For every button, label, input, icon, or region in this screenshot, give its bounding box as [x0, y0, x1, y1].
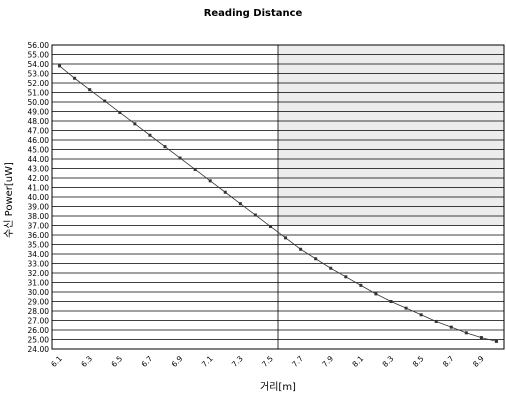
y-tick-label: 53.00	[28, 70, 50, 79]
y-tick-label: 39.00	[28, 203, 50, 212]
data-point	[479, 336, 483, 340]
plot-shading	[278, 45, 504, 226]
x-tick-label: 6.5	[109, 354, 124, 369]
data-point	[178, 156, 182, 160]
y-tick-label: 37.00	[28, 222, 50, 231]
data-point	[389, 300, 393, 303]
data-point	[464, 331, 468, 335]
data-point	[494, 339, 498, 343]
y-tick-label: 43.00	[28, 165, 50, 174]
y-tick-label: 46.00	[28, 136, 50, 145]
x-tick-label: 8.5	[411, 354, 426, 369]
data-point	[434, 319, 438, 323]
y-tick-label: 47.00	[28, 127, 50, 136]
y-tick-label: 38.00	[28, 212, 50, 221]
data-point	[359, 283, 363, 287]
series-line	[59, 65, 497, 342]
y-tick-label: 51.00	[28, 89, 50, 98]
x-tick-label: 7.7	[290, 354, 305, 369]
x-tick-label: 6.3	[79, 354, 94, 369]
data-point	[253, 213, 257, 217]
data-point	[419, 313, 423, 317]
y-tick-label: 50.00	[28, 98, 50, 107]
data-point	[284, 236, 288, 240]
y-tick-label: 27.00	[28, 317, 50, 326]
data-point	[314, 257, 318, 261]
x-tick-label: 8.9	[471, 354, 486, 369]
chart-title: Reading Distance	[204, 8, 303, 19]
y-tick-label: 55.00	[28, 51, 50, 60]
data-point	[163, 145, 167, 149]
y-tick-label: 24.00	[28, 345, 50, 354]
x-tick-label: 7.3	[230, 354, 245, 369]
data-point	[148, 133, 152, 137]
data-point	[238, 202, 242, 206]
y-tick-label: 25.00	[28, 336, 50, 345]
x-tick-label: 6.1	[49, 354, 64, 369]
data-point	[329, 266, 333, 270]
data-point	[449, 325, 453, 329]
x-tick-label: 8.7	[441, 354, 456, 369]
y-tick-label: 30.00	[28, 288, 50, 297]
x-tick-label: 6.9	[170, 354, 185, 369]
x-axis-label: 거리[m]	[260, 381, 296, 393]
x-tick-label: 7.9	[320, 354, 335, 369]
data-point	[88, 88, 92, 92]
y-axis-label: 수신 Power[uW]	[3, 162, 15, 238]
data-point	[118, 110, 122, 114]
y-tick-label: 26.00	[28, 326, 50, 335]
data-point	[344, 275, 348, 279]
x-tick-label: 6.7	[140, 354, 155, 369]
data-point	[193, 167, 197, 171]
y-tick-label: 45.00	[28, 146, 50, 155]
y-tick-label: 34.00	[28, 250, 50, 259]
y-tick-label: 32.00	[28, 269, 50, 278]
y-tick-label: 41.00	[28, 184, 50, 193]
y-tick-label: 42.00	[28, 174, 50, 183]
data-point	[223, 190, 227, 194]
x-tick-label: 7.1	[200, 354, 215, 369]
y-tick-label: 29.00	[28, 298, 50, 307]
y-tick-label: 40.00	[28, 193, 50, 202]
y-tick-label: 44.00	[28, 155, 50, 164]
y-tick-label: 35.00	[28, 241, 50, 250]
data-point	[58, 64, 62, 68]
y-tick-label: 49.00	[28, 108, 50, 117]
x-tick-label: 8.3	[381, 354, 396, 369]
y-tick-label: 28.00	[28, 307, 50, 316]
y-tick-label: 31.00	[28, 279, 50, 288]
data-point	[374, 292, 378, 296]
data-point	[208, 179, 212, 183]
data-point	[103, 99, 107, 103]
y-tick-label: 54.00	[28, 60, 50, 69]
x-tick-label: 7.5	[260, 354, 275, 369]
y-tick-label: 56.00	[28, 41, 50, 50]
y-tick-label: 33.00	[28, 260, 50, 269]
data-point	[268, 224, 272, 228]
data-point	[133, 122, 137, 126]
y-tick-label: 48.00	[28, 117, 50, 126]
data-point	[404, 306, 408, 310]
y-tick-label: 52.00	[28, 79, 50, 88]
data-point	[73, 76, 77, 80]
y-tick-label: 36.00	[28, 231, 50, 240]
x-tick-label: 8.1	[350, 354, 365, 369]
data-point	[299, 247, 303, 251]
